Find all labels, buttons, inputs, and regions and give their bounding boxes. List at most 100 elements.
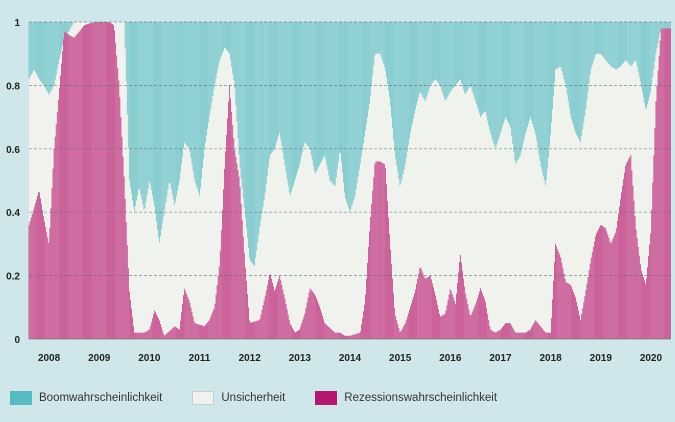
boom-bar — [52, 22, 54, 88]
recession-bar — [421, 270, 423, 339]
boom-bar — [140, 22, 142, 195]
boom-bar — [472, 22, 474, 94]
recession-bar — [192, 316, 194, 339]
recession-bar — [620, 199, 621, 339]
boom-bar — [429, 22, 431, 86]
recession-bar — [253, 321, 254, 339]
recession-bar — [250, 322, 251, 339]
recession-bar — [570, 286, 572, 339]
recession-bar — [555, 243, 556, 339]
boom-bar — [484, 22, 485, 112]
recession-bar — [191, 312, 193, 339]
boom-bar — [209, 22, 211, 116]
boom-bar — [476, 22, 478, 108]
boom-bar — [608, 22, 610, 64]
boom-bar — [124, 22, 126, 49]
boom-bar — [294, 22, 295, 182]
recession-bar — [622, 185, 623, 339]
boom-bar — [309, 22, 311, 150]
boom-bar — [149, 22, 151, 185]
recession-bar — [232, 125, 234, 340]
boom-bar — [497, 22, 499, 141]
boom-bar — [471, 22, 473, 91]
boom-bar — [296, 22, 297, 176]
recession-bar — [413, 296, 414, 339]
boom-bar — [207, 22, 209, 129]
boom-bar — [383, 22, 385, 67]
recession-bar — [556, 246, 558, 339]
boom-bar — [316, 22, 317, 172]
boom-bar — [318, 22, 319, 168]
recession-bar — [341, 333, 342, 339]
boom-bar — [607, 22, 609, 63]
boom-bar — [633, 22, 635, 63]
recession-bar — [627, 161, 629, 339]
recession-bar — [484, 298, 485, 339]
boom-bar — [252, 22, 253, 264]
boom-bar — [330, 22, 332, 182]
boom-bar — [179, 22, 180, 181]
recession-bar — [309, 288, 311, 339]
boom-bar — [587, 22, 589, 92]
recession-bar — [632, 185, 634, 339]
boom-bar — [548, 22, 549, 158]
recession-bar — [520, 332, 522, 339]
boom-bar — [260, 22, 262, 221]
boom-bar — [264, 22, 266, 193]
boom-bar — [611, 22, 613, 68]
recession-bar — [523, 332, 525, 339]
boom-bar — [631, 22, 633, 66]
boom-bar — [413, 22, 414, 119]
recession-bar — [472, 309, 474, 339]
boom-bar — [381, 22, 383, 61]
recession-bar — [614, 232, 616, 339]
recession-bar — [96, 22, 98, 339]
recession-bar — [383, 164, 385, 339]
boom-bar — [559, 22, 561, 67]
boom-bar — [166, 22, 168, 197]
boom-bar — [203, 22, 204, 159]
recession-bar — [154, 310, 155, 339]
recession-bar — [231, 111, 233, 339]
x-tick-label: 2014 — [339, 353, 362, 364]
boom-bar — [595, 22, 596, 56]
recession-bar — [666, 28, 667, 340]
boom-bar — [508, 22, 509, 124]
boom-bar — [263, 22, 265, 201]
recession-bar — [364, 304, 365, 339]
recession-bar — [94, 22, 96, 339]
boom-bar — [426, 22, 428, 96]
recession-bar — [558, 251, 560, 339]
boom-bar — [556, 22, 558, 69]
recession-bar — [194, 323, 196, 339]
recession-bar — [237, 169, 239, 339]
recession-bar — [71, 36, 73, 340]
boom-bar — [70, 22, 72, 29]
boom-bar — [225, 22, 226, 49]
recession-bar — [554, 262, 555, 339]
recession-bar — [202, 325, 203, 339]
boom-bar — [414, 22, 415, 114]
recession-bar — [141, 332, 143, 339]
recession-bar — [200, 325, 201, 339]
recession-bar — [604, 227, 606, 339]
boom-bar — [151, 22, 153, 196]
recession-bar — [606, 231, 608, 339]
boom-bar — [50, 22, 52, 92]
recession-bar — [353, 334, 355, 339]
boom-bar — [458, 22, 459, 82]
boom-bar — [130, 22, 131, 188]
recession-bar — [254, 321, 256, 339]
recession-bar — [185, 291, 187, 339]
recession-bar — [548, 332, 549, 339]
boom-bar — [321, 22, 322, 162]
x-tick-label: 2012 — [239, 353, 262, 364]
recession-bar — [388, 217, 389, 339]
recession-bar — [417, 278, 419, 339]
recession-bar — [532, 325, 533, 339]
recession-bar — [195, 323, 197, 339]
boom-bar — [619, 22, 620, 68]
recession-bar — [171, 328, 173, 339]
recession-bar — [354, 334, 356, 339]
recession-bar — [382, 163, 384, 339]
